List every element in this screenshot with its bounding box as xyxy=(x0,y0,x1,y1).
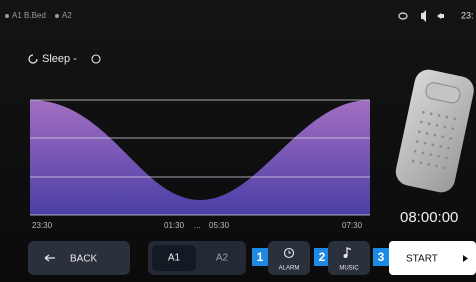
start-button[interactable]: START xyxy=(389,241,476,275)
status-time: 23: xyxy=(461,10,474,20)
tab-label: A2 xyxy=(216,253,229,264)
status-item: A2 xyxy=(62,11,72,20)
start-label: START xyxy=(406,254,438,265)
x-label: 05:30 xyxy=(209,221,230,230)
x-label: 07:30 xyxy=(342,221,363,230)
clock: 08:00:00 xyxy=(400,209,458,226)
music-button[interactable]: MUSIC xyxy=(328,241,370,275)
x-label: ... xyxy=(194,221,201,230)
page: A1 B.Bed A2 23: Sleep - 23:30 01:30 ... … xyxy=(0,0,476,282)
tab-a1[interactable]: A1 xyxy=(152,245,196,271)
badge-label: 2 xyxy=(319,250,326,264)
status-item: A1 B.Bed xyxy=(12,11,46,20)
status-dot xyxy=(5,14,9,18)
title: Sleep - xyxy=(42,53,77,65)
alarm-label: ALARM xyxy=(279,266,300,272)
music-label: MUSIC xyxy=(339,266,359,272)
status-dot xyxy=(55,14,59,18)
x-label: 23:30 xyxy=(32,221,53,230)
tab-label: A1 xyxy=(168,253,181,264)
x-label: 01:30 xyxy=(164,221,185,230)
badge-label: 1 xyxy=(257,250,264,264)
screen: A1 B.Bed A2 23: Sleep - 23:30 01:30 ... … xyxy=(0,0,476,282)
tab-a2[interactable]: A2 xyxy=(216,253,229,264)
alarm-button[interactable]: ALARM xyxy=(268,241,310,275)
back-label: BACK xyxy=(70,254,98,265)
badge-label: 3 xyxy=(378,250,385,264)
back-button[interactable]: BACK xyxy=(28,241,130,275)
